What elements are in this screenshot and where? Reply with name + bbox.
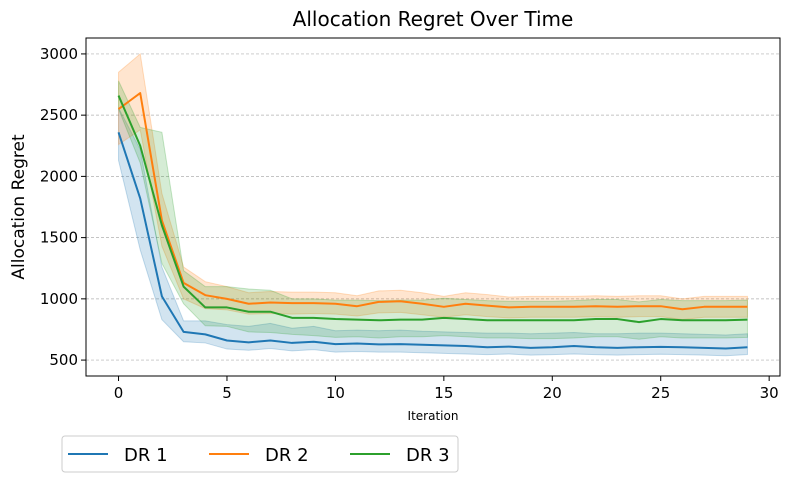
- x-tick-label: 20: [543, 384, 562, 402]
- x-axis-label: Iteration: [408, 409, 459, 423]
- line-dr-3: [117, 95, 748, 324]
- chart-title: Allocation Regret Over Time: [293, 7, 574, 31]
- y-tick-label: 3000: [40, 45, 78, 63]
- x-tick-label: 25: [651, 384, 670, 402]
- legend-label: DR 1: [124, 445, 168, 466]
- y-tick-label: 2500: [40, 106, 78, 124]
- x-tick-label: 10: [326, 384, 345, 402]
- y-tick-label: 1000: [40, 290, 78, 308]
- x-tick-label: 0: [114, 384, 124, 402]
- y-tick-label: 500: [49, 351, 78, 369]
- x-tick-label: 5: [222, 384, 232, 402]
- band-dr-3: [118, 80, 748, 340]
- y-axis-label: Allocation Regret: [9, 134, 29, 280]
- series-lines: [117, 92, 748, 350]
- band-dr-2: [118, 52, 748, 321]
- legend-label: DR 3: [406, 445, 450, 466]
- legend: DR 1 DR 2 DR 3: [61, 435, 459, 473]
- x-axis-ticks: 0 5 10 15 20 25 30: [114, 376, 779, 402]
- y-tick-label: 1500: [40, 229, 78, 247]
- y-axis-ticks: 500 1000 1500 2000 2500 3000: [40, 45, 86, 369]
- band-dr-1: [118, 107, 748, 357]
- y-tick-label: 2000: [40, 167, 78, 185]
- x-tick-label: 15: [434, 384, 453, 402]
- legend-label: DR 2: [265, 445, 309, 466]
- x-tick-label: 30: [760, 384, 779, 402]
- y-grid: [86, 53, 780, 361]
- line-dr-2: [117, 92, 748, 311]
- legend-box: [61, 435, 459, 473]
- line-dr-1: [117, 131, 748, 350]
- confidence-bands: [118, 52, 748, 357]
- plot-frame: [85, 37, 781, 377]
